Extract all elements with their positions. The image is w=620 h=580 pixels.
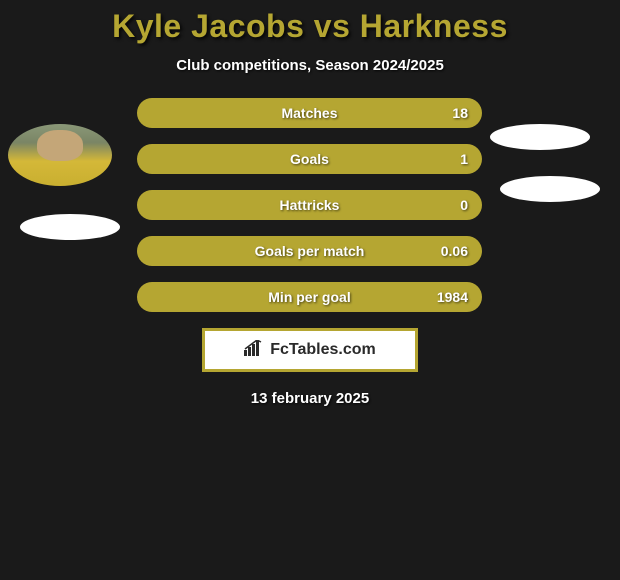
date-text: 13 february 2025 (0, 390, 620, 407)
placeholder-oval-right-2 (500, 176, 600, 202)
subtitle: Club competitions, Season 2024/2025 (0, 57, 620, 74)
stat-row: Hattricks 0 (137, 190, 482, 220)
stat-value: 0 (460, 197, 468, 213)
stat-label: Goals (137, 151, 482, 167)
stat-value: 1984 (437, 289, 468, 305)
stat-row: Goals 1 (137, 144, 482, 174)
stats-list: Matches 18 Goals 1 Hattricks 0 Goals per… (137, 98, 482, 312)
stat-row: Matches 18 (137, 98, 482, 128)
stat-label: Hattricks (137, 197, 482, 213)
stat-row: Goals per match 0.06 (137, 236, 482, 266)
stat-row: Min per goal 1984 (137, 282, 482, 312)
placeholder-oval-left (20, 214, 120, 240)
placeholder-oval-right-1 (490, 124, 590, 150)
stat-label: Min per goal (137, 289, 482, 305)
stat-value: 18 (452, 105, 468, 121)
stat-value: 0.06 (441, 243, 468, 259)
brand-box: FcTables.com (202, 328, 418, 372)
stat-label: Goals per match (137, 243, 482, 259)
comparison-title: Kyle Jacobs vs Harkness (0, 8, 620, 45)
chart-icon (244, 340, 264, 361)
brand-text: FcTables.com (270, 341, 376, 359)
stat-value: 1 (460, 151, 468, 167)
stat-label: Matches (137, 105, 482, 121)
player-avatar-left (8, 124, 112, 186)
